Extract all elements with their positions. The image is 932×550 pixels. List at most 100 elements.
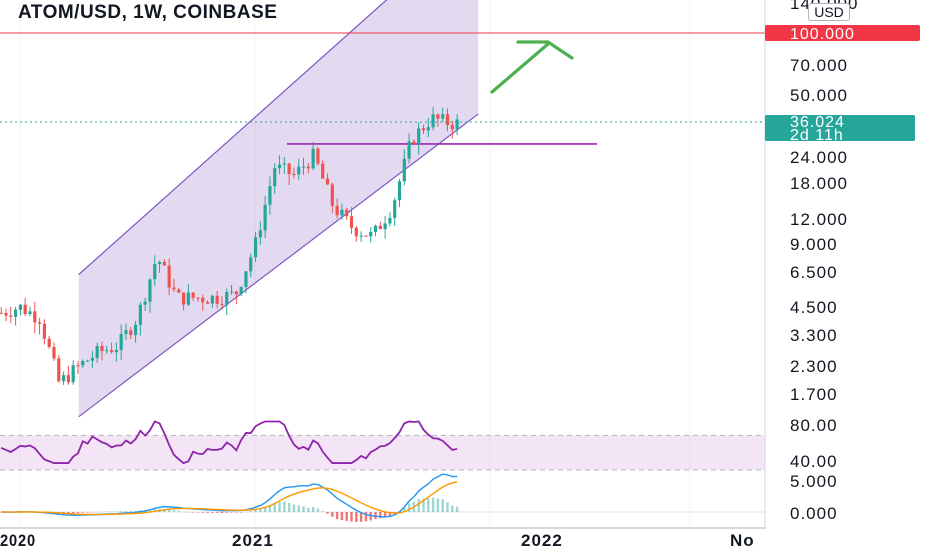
candle-body	[124, 330, 128, 334]
macd-histogram-bar	[148, 509, 152, 512]
price-tick: 2.300	[790, 357, 838, 376]
candle-body	[71, 365, 75, 383]
macd-histogram-bar	[177, 511, 180, 512]
candle-body	[455, 119, 459, 130]
candle-body	[277, 164, 282, 169]
macd-histogram-bar	[331, 512, 334, 517]
candle-body	[61, 375, 66, 382]
candle-body	[196, 297, 200, 299]
macd-histogram-bar	[364, 512, 368, 522]
candle-body	[345, 209, 349, 217]
candle-body	[133, 324, 138, 336]
rsi-tick: 40.00	[790, 452, 838, 471]
macd-histogram-bar	[67, 512, 70, 514]
macd-histogram-bar	[263, 507, 267, 512]
macd-histogram-bar	[91, 512, 94, 513]
rsi-pane	[0, 420, 765, 471]
price-tick: 9.000	[790, 235, 838, 254]
candle-body	[397, 181, 402, 201]
candle-body	[421, 128, 426, 131]
macd-histogram-bar	[206, 512, 209, 513]
macd-histogram-bar	[278, 501, 281, 512]
candle-body	[364, 235, 368, 237]
candle-body	[287, 163, 291, 174]
candle-body	[157, 261, 162, 265]
candle-body	[354, 227, 358, 237]
candle-body	[253, 237, 258, 258]
candle-body	[268, 186, 272, 205]
macd-histogram-bar	[182, 511, 185, 513]
macd-histogram-bar	[431, 497, 435, 512]
candle-body	[388, 217, 392, 224]
macd-histogram-bar	[134, 510, 137, 512]
candle-body	[95, 346, 99, 358]
candle-body	[114, 350, 118, 353]
macd-histogram-bar	[273, 503, 276, 512]
macd-histogram-bar	[259, 508, 262, 512]
macd-histogram-bar	[316, 508, 320, 512]
candle-body	[129, 330, 133, 336]
macd-histogram-bar	[297, 505, 300, 512]
candle-body	[436, 114, 440, 119]
up-arrow-shape	[490, 40, 574, 94]
candle-body	[330, 184, 334, 206]
macd-histogram-bar	[302, 506, 305, 512]
macd-histogram-bar	[196, 512, 200, 513]
candle-body	[383, 223, 387, 230]
macd-histogram-bar	[283, 501, 286, 512]
macd-histogram-bar	[153, 509, 156, 512]
macd-histogram-bar	[244, 511, 248, 513]
macd-histogram-bar	[76, 512, 80, 513]
target-arrow	[490, 40, 574, 94]
macd-histogram-bar	[451, 505, 454, 512]
candle-body	[42, 323, 46, 339]
candle-body	[23, 304, 27, 315]
candle-body	[177, 289, 181, 293]
candle-body	[143, 301, 147, 305]
macd-histogram-bar	[388, 512, 392, 516]
candle-body	[402, 158, 406, 182]
candle-body	[417, 128, 421, 144]
candle-body	[0, 312, 3, 314]
candle-body	[205, 302, 210, 304]
macd-histogram-bar	[124, 511, 128, 512]
channel-fill	[78, 0, 479, 417]
candle-body	[229, 291, 234, 293]
macd-histogram-bar	[340, 512, 344, 521]
candle-body	[148, 279, 152, 302]
macd-histogram-bar	[427, 498, 430, 512]
macd-pane	[0, 473, 765, 523]
macd-histogram-bar	[235, 512, 238, 513]
candle-body	[431, 114, 435, 128]
time-tick-2020: 2020	[0, 531, 36, 550]
chart-title: ATOM/USD, 1W, COINBASE	[18, 2, 278, 23]
candle-body	[249, 257, 253, 272]
channel-upper-line	[78, 0, 388, 275]
candle-body	[81, 360, 85, 366]
last-price-tag	[765, 115, 915, 141]
macd-histogram-bar	[239, 512, 243, 513]
candle-body	[321, 163, 325, 179]
macd-histogram-bar	[417, 499, 420, 512]
macd-histogram-bar	[254, 509, 257, 512]
candle-body	[76, 365, 80, 367]
macd-histogram-bar	[105, 511, 108, 513]
currency-button[interactable]: USD	[808, 3, 850, 21]
rsi-line	[0, 420, 458, 465]
candle-body	[167, 265, 171, 288]
price-tick: 4.500	[790, 298, 838, 317]
candle-body	[273, 168, 277, 187]
time-tick-2022: 2022	[521, 531, 563, 550]
candle-body	[239, 286, 243, 295]
candle-body	[441, 114, 445, 119]
candle-body	[311, 148, 315, 169]
candle-body	[186, 292, 190, 305]
candle-body	[258, 230, 262, 238]
macd-histogram-bar	[422, 498, 425, 512]
candle-body	[445, 114, 450, 126]
candle-body	[119, 333, 123, 351]
candle-body	[450, 125, 454, 130]
candle-body	[407, 141, 411, 159]
macd-histogram-bar	[71, 512, 75, 514]
